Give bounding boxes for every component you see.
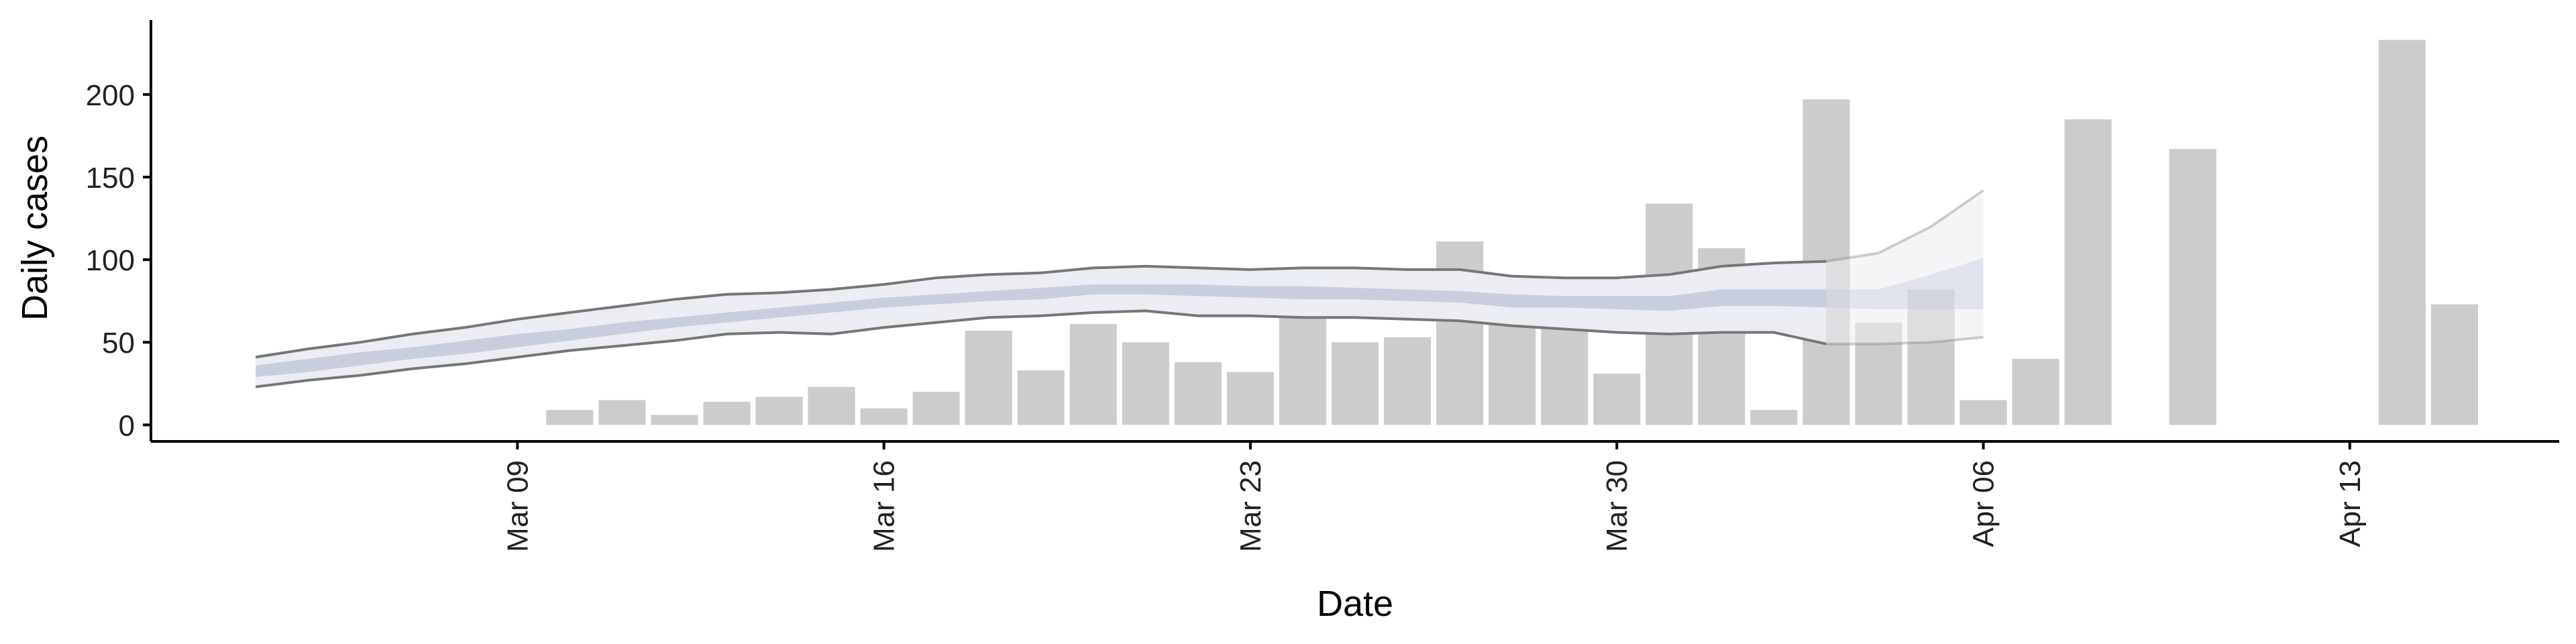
bar-2020-03-17: [912, 392, 960, 425]
bars-layer: [546, 40, 2478, 425]
bar-2020-04-10: [2169, 149, 2216, 425]
bar-2020-04-14: [2378, 40, 2426, 425]
bar-2020-03-19: [1017, 370, 1065, 425]
bar-2020-03-13: [703, 401, 751, 425]
bar-2020-03-23: [1226, 372, 1274, 425]
upper-bound-line-forecast: [1826, 189, 1984, 263]
bar-2020-03-10: [546, 410, 594, 425]
x-tick-label-2020-04-13: Apr 13: [2334, 460, 2367, 547]
bar-2020-03-12: [651, 415, 698, 425]
y-ticks: 0 50 100 150 200: [86, 79, 151, 442]
y-tick-label-0: 0: [119, 409, 135, 442]
bar-2020-04-08: [2064, 119, 2112, 425]
bar-2020-03-15: [808, 386, 855, 425]
bar-2020-03-16: [860, 408, 908, 425]
bar-2020-03-30: [1593, 374, 1641, 425]
outer-band-forecast: [1826, 190, 1984, 344]
lower-bound-line: [255, 309, 1827, 388]
inner-band-forecast: [1826, 258, 1984, 309]
x-tick-label-2020-03-30: Mar 30: [1601, 460, 1633, 552]
x-ticks: Mar 09 Mar 16 Mar 23 Mar 30 Apr 06 Apr 13: [501, 441, 2367, 552]
x-axis-title: Date: [1317, 584, 1393, 624]
y-axis-title: Daily cases: [15, 136, 55, 321]
y-tick-label-150: 150: [86, 162, 135, 195]
bar-2020-04-07: [2012, 358, 2059, 425]
lower-bound-line-forecast: [1826, 335, 1984, 345]
bar-2020-03-11: [598, 400, 646, 425]
bar-2020-04-06: [1960, 400, 2007, 425]
bar-2020-03-14: [755, 396, 803, 425]
bar-2020-04-02: [1750, 410, 1798, 425]
inner-band: [256, 284, 1827, 377]
upper-bound-line: [255, 260, 1827, 359]
estimate-band-layer: [255, 189, 1984, 388]
bar-2020-03-26: [1383, 337, 1432, 425]
bar-2020-03-21: [1122, 342, 1169, 425]
axes-layer: [150, 20, 2559, 443]
bar-2020-03-22: [1174, 362, 1222, 425]
y-tick-label-200: 200: [86, 79, 135, 112]
bar-2020-03-20: [1069, 324, 1117, 425]
x-tick-label-2020-03-23: Mar 23: [1234, 460, 1267, 552]
bar-2020-04-15: [2430, 304, 2478, 425]
y-tick-label-100: 100: [86, 244, 135, 277]
bar-2020-03-18: [965, 331, 1012, 425]
x-tick-label-2020-04-06: Apr 06: [1968, 460, 2000, 547]
x-tick-label-2020-03-16: Mar 16: [868, 460, 901, 552]
y-tick-label-50: 50: [102, 327, 135, 360]
bar-2020-03-25: [1331, 342, 1379, 425]
x-tick-label-2020-03-09: Mar 09: [501, 460, 534, 552]
